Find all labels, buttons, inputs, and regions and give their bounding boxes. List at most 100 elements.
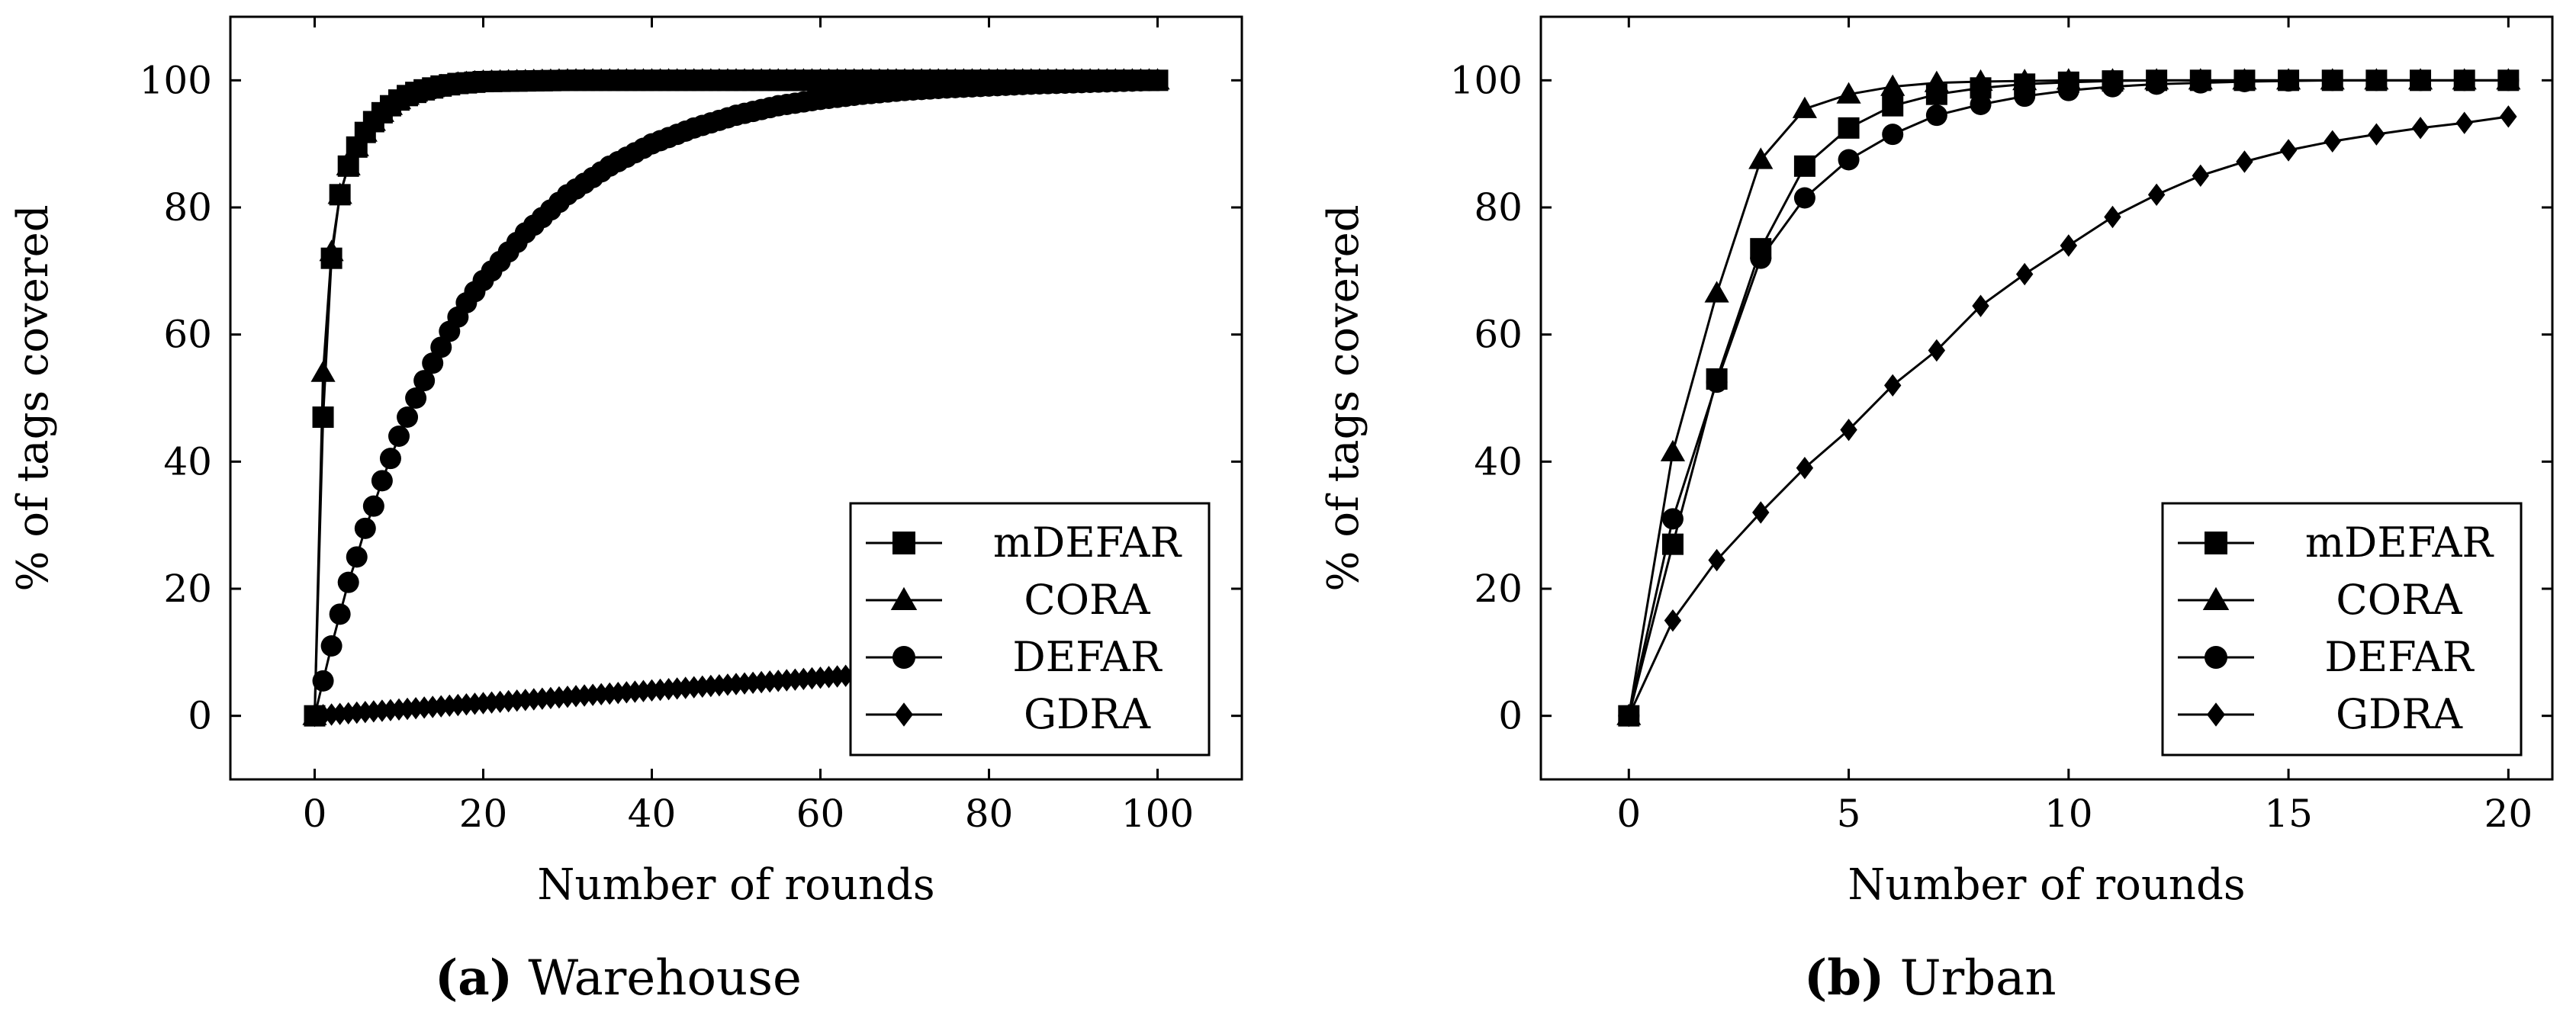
data-point-GDRA xyxy=(710,673,728,697)
plot-frame xyxy=(229,15,1243,781)
legend-label-GDRA: GDRA xyxy=(1024,690,1151,738)
caption-tag-b: (b) xyxy=(1804,949,1885,1007)
data-point-GDRA xyxy=(2147,183,2166,207)
y-tick-label: 80 xyxy=(163,185,212,230)
data-point-GDRA xyxy=(677,676,694,699)
y-tick-label: 100 xyxy=(140,58,212,102)
chart-panel-1: 0 5 10 15 20 0 20 40 60 80 100 Number of rounds % of… xyxy=(1319,15,2554,910)
legend-marker-GDRA xyxy=(2207,702,2225,727)
data-point-GDRA xyxy=(381,699,400,721)
data-point-DEFAR xyxy=(2278,70,2300,92)
legend-marker-DEFAR xyxy=(2205,646,2227,669)
data-point-DEFAR xyxy=(354,517,376,539)
data-point-GDRA xyxy=(702,674,720,698)
data-point-GDRA xyxy=(567,685,585,708)
caption-warehouse: (a) Warehouse xyxy=(435,949,802,1007)
data-point-GDRA xyxy=(1620,704,1638,728)
caption-urban: (b) Urban xyxy=(1804,949,2057,1007)
caption-tag-a: (a) xyxy=(435,949,513,1007)
data-point-CORA xyxy=(1660,439,1686,461)
legend-marker-CORA xyxy=(890,586,918,610)
data-point-GDRA xyxy=(2279,139,2298,162)
legend-marker-mDEFAR xyxy=(892,532,915,554)
data-point-GDRA xyxy=(803,667,821,690)
data-point-GDRA xyxy=(2236,150,2253,173)
x-tick-label: 100 xyxy=(1121,792,1194,836)
x-tick-label: 40 xyxy=(628,792,677,836)
legend-marker-DEFAR xyxy=(892,646,915,669)
data-point-DEFAR xyxy=(2233,71,2256,92)
y-tick-label: 100 xyxy=(1450,58,1523,102)
x-tick-label: 20 xyxy=(459,792,508,836)
data-point-DEFAR xyxy=(346,546,368,568)
data-point-GDRA xyxy=(331,702,349,725)
legend-label-mDEFAR: mDEFAR xyxy=(2305,519,2494,567)
data-point-GDRA xyxy=(2368,123,2385,146)
data-point-GDRA xyxy=(449,693,467,717)
caption-text-b: Urban xyxy=(1899,950,2057,1007)
caption-text-a: Warehouse xyxy=(528,950,802,1007)
data-point-DEFAR xyxy=(2146,73,2168,95)
data-point-GDRA xyxy=(635,679,652,702)
x-axis-label: Number of rounds xyxy=(1848,860,2245,910)
x-axis-label: Number of rounds xyxy=(537,860,934,910)
data-point-DEFAR xyxy=(371,470,393,492)
data-point-GDRA xyxy=(550,686,568,709)
data-point-GDRA xyxy=(1664,609,1682,632)
data-point-CORA xyxy=(319,239,344,262)
data-point-GDRA xyxy=(1928,339,1946,362)
legend-marker-CORA xyxy=(2202,586,2230,610)
data-point-GDRA xyxy=(466,692,484,715)
data-point-GDRA xyxy=(1708,548,1725,572)
data-point-DEFAR xyxy=(2057,79,2079,101)
data-point-GDRA xyxy=(525,688,542,711)
data-point-DEFAR xyxy=(388,426,410,447)
data-point-DEFAR xyxy=(1970,94,1992,115)
data-point-GDRA xyxy=(651,678,669,702)
data-point-CORA xyxy=(1792,96,1818,118)
y-axis-label: % of tags covered xyxy=(8,204,58,591)
x-tick-label: 0 xyxy=(1616,792,1641,836)
data-point-GDRA xyxy=(584,683,602,706)
data-point-GDRA xyxy=(618,681,635,704)
data-point-CORA xyxy=(352,120,378,142)
data-point-GDRA xyxy=(1972,294,1989,317)
legend-label-CORA: CORA xyxy=(1024,576,1150,624)
data-point-GDRA xyxy=(735,672,754,695)
series-DEFAR xyxy=(1618,69,2520,727)
data-point-GDRA xyxy=(1884,374,1902,397)
data-point-GDRA xyxy=(398,697,416,721)
legend: mDEFAR CORA DEFAR GDRA xyxy=(849,502,1211,757)
data-point-DEFAR xyxy=(379,448,401,470)
legend-marker-GDRA xyxy=(895,702,913,727)
data-point-DEFAR xyxy=(2497,69,2520,92)
data-point-CORA xyxy=(1748,147,1774,169)
data-point-DEFAR xyxy=(2453,69,2475,92)
data-point-GDRA xyxy=(2500,105,2517,128)
y-tick-label: 60 xyxy=(163,313,212,357)
data-point-DEFAR xyxy=(1838,149,1860,171)
data-point-GDRA xyxy=(660,677,677,701)
x-tick-label: 60 xyxy=(796,792,845,836)
data-point-GDRA xyxy=(424,696,442,718)
data-point-GDRA xyxy=(407,696,425,720)
y-tick-label: 40 xyxy=(163,439,212,483)
data-point-CORA xyxy=(1924,70,1949,92)
data-point-DEFAR xyxy=(2189,72,2211,94)
data-point-GDRA xyxy=(1840,418,1857,442)
series-GDRA xyxy=(306,662,880,728)
legend-label-CORA: CORA xyxy=(2336,576,2462,624)
x-tick-label: 10 xyxy=(2044,792,2093,836)
legend-label-mDEFAR: mDEFAR xyxy=(993,519,1182,567)
data-point-DEFAR xyxy=(362,495,384,517)
data-point-GDRA xyxy=(2015,262,2034,286)
legend-marker-mDEFAR xyxy=(2205,532,2227,554)
data-point-GDRA xyxy=(744,671,762,695)
y-axis-label: % of tags covered xyxy=(1319,204,1368,591)
x-tick-label: 80 xyxy=(965,792,1014,836)
data-point-DEFAR xyxy=(1925,104,1947,127)
legend-label-GDRA: GDRA xyxy=(2336,690,2463,738)
y-tick-label: 40 xyxy=(1474,439,1523,483)
data-point-GDRA xyxy=(458,692,475,716)
data-point-CORA xyxy=(1880,74,1905,96)
